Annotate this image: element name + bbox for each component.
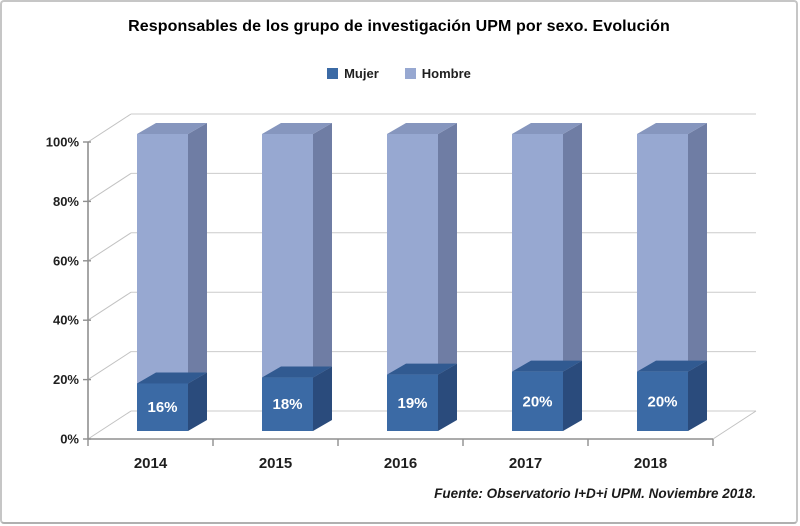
legend: Mujer Hombre xyxy=(2,66,796,81)
data-label-2014: 16% xyxy=(147,399,177,416)
y-tick-label: 40% xyxy=(53,313,79,328)
mujer-side-face xyxy=(688,360,707,431)
mujer-side-face xyxy=(188,372,207,431)
category-label-2015: 2015 xyxy=(259,455,292,472)
hombre-front-face xyxy=(387,134,438,375)
data-label-2016: 19% xyxy=(397,395,427,412)
y-tick-label: 20% xyxy=(53,372,79,387)
y-tick-label: 100% xyxy=(46,135,80,150)
mujer-front-face xyxy=(137,383,188,431)
hombre-top-face xyxy=(637,123,707,134)
wall-depth-line xyxy=(87,172,132,202)
wall-depth-line xyxy=(87,113,132,143)
wall-depth-line xyxy=(87,291,132,321)
wall-depth-line xyxy=(87,232,132,262)
hombre-top-face xyxy=(137,123,207,134)
hombre-top-face xyxy=(387,123,457,134)
bars: 16% 18% 19% 20% 20% xyxy=(137,123,707,431)
legend-item-hombre: Hombre xyxy=(404,66,471,81)
source-note: Fuente: Observatorio I+D+i UPM. Noviembr… xyxy=(434,486,756,501)
legend-label-hombre: Hombre xyxy=(421,66,471,81)
axes: 0% 20% 40% 60% 80% 100% 2014 2015 2016 2017 2018 xyxy=(46,135,714,472)
category-label-2016: 2016 xyxy=(384,455,417,472)
mujer-side-face xyxy=(563,360,582,431)
category-label-2017: 2017 xyxy=(509,455,542,472)
y-tick-label: 0% xyxy=(60,432,79,447)
bar-2018: 20% xyxy=(637,123,707,431)
category-label-2018: 2018 xyxy=(634,455,667,472)
mujer-front-face xyxy=(387,374,438,431)
hombre-front-face xyxy=(137,134,188,384)
legend-item-mujer: Mujer xyxy=(327,66,379,81)
hombre-front-face xyxy=(512,134,563,372)
hombre-side-face xyxy=(563,123,582,372)
hombre-side-face xyxy=(438,123,457,375)
hombre-front-face xyxy=(262,134,313,378)
category-label-2014: 2014 xyxy=(134,455,168,472)
bar-2015: 18% xyxy=(262,123,332,431)
hombre-side-face xyxy=(188,123,207,384)
wall-depth-line xyxy=(87,351,132,381)
mujer-top-face xyxy=(512,360,582,372)
hombre-front-face xyxy=(637,134,688,372)
mujer-top-face xyxy=(387,363,457,375)
y-tick-label: 60% xyxy=(53,253,79,268)
data-label-2018: 20% xyxy=(647,393,677,410)
y-tick-label: 80% xyxy=(53,194,79,209)
mujer-front-face xyxy=(262,377,313,431)
wall-depth-line xyxy=(87,410,132,440)
mujer-top-face xyxy=(637,360,707,372)
mujer-front-face xyxy=(637,371,688,431)
data-label-2015: 18% xyxy=(272,396,302,413)
data-label-2017: 20% xyxy=(522,393,552,410)
legend-label-mujer: Mujer xyxy=(344,66,379,81)
legend-swatch-hombre-icon xyxy=(404,68,416,79)
mujer-side-face xyxy=(313,366,332,431)
mujer-top-face xyxy=(137,372,207,384)
hombre-side-face xyxy=(313,123,332,378)
bar-2014: 16% xyxy=(137,123,207,431)
mujer-front-face xyxy=(512,371,563,431)
legend-swatch-mujer-icon xyxy=(327,68,339,79)
hombre-side-face xyxy=(688,123,707,372)
chart-title: Responsables de los grupo de investigaci… xyxy=(128,18,670,35)
mujer-side-face xyxy=(438,363,457,431)
bar-2016: 19% xyxy=(387,123,457,431)
hombre-top-face xyxy=(512,123,582,134)
floor-right-edge xyxy=(712,410,757,440)
hombre-top-face xyxy=(262,123,332,134)
bar-2017: 20% xyxy=(512,123,582,431)
mujer-top-face xyxy=(262,366,332,378)
